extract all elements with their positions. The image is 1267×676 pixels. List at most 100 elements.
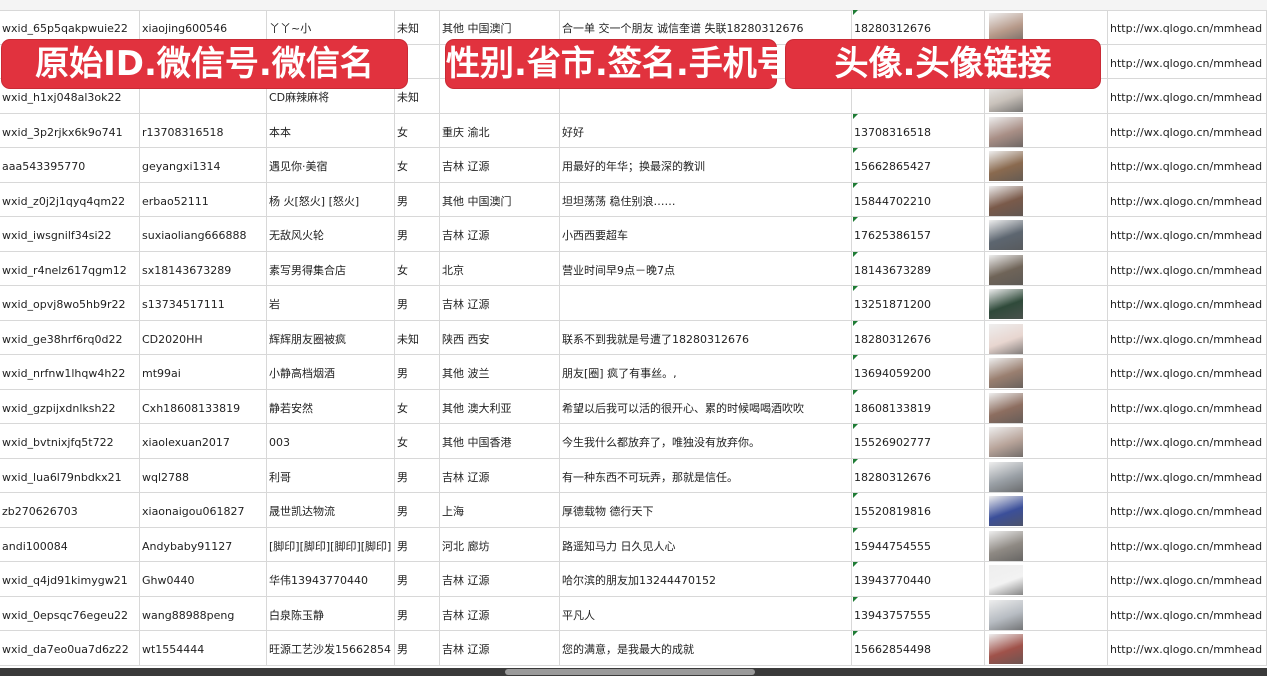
region-cell[interactable]: 重庆 渝北 [440,113,560,147]
original-id-cell[interactable]: wxid_bvtnixjfq5t722 [0,424,140,458]
wechat-name-cell[interactable]: 丫丫~小 [267,10,395,44]
wechat-id-cell[interactable]: Cxh18608133819 [140,389,267,423]
avatar-cell[interactable] [985,493,1108,527]
wechat-id-cell[interactable]: wt1554444 [140,631,267,665]
region-cell[interactable]: 吉林 辽源 [440,217,560,251]
avatar-url-cell[interactable]: http://wx.qlogo.cn/mmhead [1108,562,1267,596]
gender-cell[interactable]: 男 [395,493,440,527]
avatar-cell[interactable] [985,286,1108,320]
avatar-url-cell[interactable]: http://wx.qlogo.cn/mmhead [1108,424,1267,458]
phone-cell[interactable]: 15944754555 [852,527,985,561]
wechat-id-cell[interactable]: wang88988peng [140,596,267,630]
wechat-id-cell[interactable]: mt99ai [140,355,267,389]
gender-cell[interactable]: 女 [395,148,440,182]
phone-cell[interactable]: 15662865427 [852,148,985,182]
wechat-id-cell[interactable]: Ghw0440 [140,562,267,596]
wechat-name-cell[interactable]: 素写男得集合店 [267,251,395,285]
region-cell[interactable]: 吉林 辽源 [440,596,560,630]
region-cell[interactable]: 陕西 西安 [440,320,560,354]
wechat-name-cell[interactable]: 辉辉朋友圈被疯 [267,320,395,354]
phone-cell[interactable]: 15662854498 [852,631,985,665]
region-cell[interactable]: 上海 [440,493,560,527]
original-id-cell[interactable]: wxid_ge38hrf6rq0d22 [0,320,140,354]
gender-cell[interactable]: 未知 [395,10,440,44]
wechat-id-cell[interactable]: xiaolexuan2017 [140,424,267,458]
original-id-cell[interactable]: wxid_da7eo0ua7d6z22 [0,631,140,665]
gender-cell[interactable]: 男 [395,355,440,389]
wechat-id-cell[interactable]: xiaojing600546 [140,10,267,44]
phone-cell[interactable]: 13694059200 [852,355,985,389]
wechat-id-cell[interactable]: s13734517111 [140,286,267,320]
wechat-name-cell[interactable]: 白泉陈玉静 [267,596,395,630]
signature-cell[interactable]: 联系不到我就是号遭了18280312676 [560,320,852,354]
signature-cell[interactable]: 哈尔滨的朋友加13244470152 [560,562,852,596]
wechat-name-cell[interactable]: 旺源工艺沙发15662854 [267,631,395,665]
wechat-name-cell[interactable]: 岩 [267,286,395,320]
avatar-url-cell[interactable]: http://wx.qlogo.cn/mmhead [1108,320,1267,354]
region-cell[interactable]: 吉林 辽源 [440,148,560,182]
wechat-name-cell[interactable]: 利哥 [267,458,395,492]
wechat-id-cell[interactable] [140,79,267,113]
region-cell[interactable]: 吉林 辽源 [440,562,560,596]
original-id-cell[interactable]: wxid_nrfnw1lhqw4h22 [0,355,140,389]
gender-cell[interactable]: 女 [395,424,440,458]
signature-cell[interactable]: 朋友[圈] 疯了有事丝。, [560,355,852,389]
signature-cell[interactable]: 营业时间早9点－晚7点 [560,251,852,285]
wechat-id-cell[interactable]: sx18143673289 [140,251,267,285]
avatar-cell[interactable] [985,562,1108,596]
avatar-cell[interactable] [985,389,1108,423]
signature-cell[interactable]: 好好 [560,113,852,147]
avatar-url-cell[interactable]: http://wx.qlogo.cn/mmhead [1108,458,1267,492]
signature-cell[interactable]: 路遥知马力 日久见人心 [560,527,852,561]
original-id-cell[interactable]: wxid_0epsqc76egeu22 [0,596,140,630]
original-id-cell[interactable]: wxid_gzpijxdnlksh22 [0,389,140,423]
phone-cell[interactable]: 13943770440 [852,562,985,596]
wechat-name-cell[interactable]: 遇见你·美宿 [267,148,395,182]
signature-cell[interactable]: 用最好的年华；换最深的教训 [560,148,852,182]
wechat-id-cell[interactable]: erbao52111 [140,182,267,216]
signature-cell[interactable]: 您的满意，是我最大的成就 [560,631,852,665]
avatar-cell[interactable] [985,251,1108,285]
avatar-cell[interactable] [985,10,1108,44]
gender-cell[interactable]: 未知 [395,320,440,354]
region-cell[interactable]: 河北 廊坊 [440,527,560,561]
wechat-name-cell[interactable]: CD麻辣麻将 [267,79,395,113]
phone-cell[interactable]: 15520819816 [852,493,985,527]
original-id-cell[interactable]: wxid_q4jd91kimygw21 [0,562,140,596]
signature-cell[interactable]: 小西西要超车 [560,217,852,251]
avatar-url-cell[interactable]: http://wx.qlogo.cn/mmhead [1108,113,1267,147]
phone-cell[interactable]: 15844702210 [852,182,985,216]
gender-cell[interactable]: 未知 [395,79,440,113]
wechat-name-cell[interactable]: 小静高档烟酒 [267,355,395,389]
signature-cell[interactable]: 合一单 交一个朋友 诚信奎谱 失联18280312676 [560,10,852,44]
region-cell[interactable]: 吉林 辽源 [440,631,560,665]
region-cell[interactable]: 其他 中国澳门 [440,182,560,216]
wechat-id-cell[interactable]: wql2788 [140,458,267,492]
gender-cell[interactable]: 男 [395,562,440,596]
horizontal-scrollbar[interactable] [505,669,755,675]
original-id-cell[interactable]: wxid_lua6l79nbdkx21 [0,458,140,492]
phone-cell[interactable]: 13708316518 [852,113,985,147]
avatar-cell[interactable] [985,113,1108,147]
wechat-id-cell[interactable]: Andybaby91127 [140,527,267,561]
wechat-id-cell[interactable]: CD2020HH [140,320,267,354]
wechat-name-cell[interactable]: 003 [267,424,395,458]
phone-cell[interactable]: 18280312676 [852,458,985,492]
gender-cell[interactable] [395,44,440,78]
phone-cell[interactable]: 15526902777 [852,424,985,458]
wechat-id-cell[interactable]: r13708316518 [140,113,267,147]
phone-cell[interactable]: 18608133819 [852,389,985,423]
region-cell[interactable]: 其他 中国澳门 [440,10,560,44]
gender-cell[interactable]: 男 [395,286,440,320]
avatar-url-cell[interactable]: http://wx.qlogo.cn/mmhead [1108,493,1267,527]
avatar-cell[interactable] [985,355,1108,389]
avatar-url-cell[interactable]: http://wx.qlogo.cn/mmhead [1108,286,1267,320]
gender-cell[interactable]: 男 [395,596,440,630]
avatar-url-cell[interactable]: http://wx.qlogo.cn/mmhead [1108,355,1267,389]
phone-cell[interactable]: 18280312676 [852,10,985,44]
avatar-url-cell[interactable]: http://wx.qlogo.cn/mmhead [1108,148,1267,182]
signature-cell[interactable]: 有一种东西不可玩弄，那就是信任。 [560,458,852,492]
original-id-cell[interactable]: wxid_iwsgnilf34si22 [0,217,140,251]
signature-cell[interactable] [560,286,852,320]
wechat-id-cell[interactable]: geyangxi1314 [140,148,267,182]
